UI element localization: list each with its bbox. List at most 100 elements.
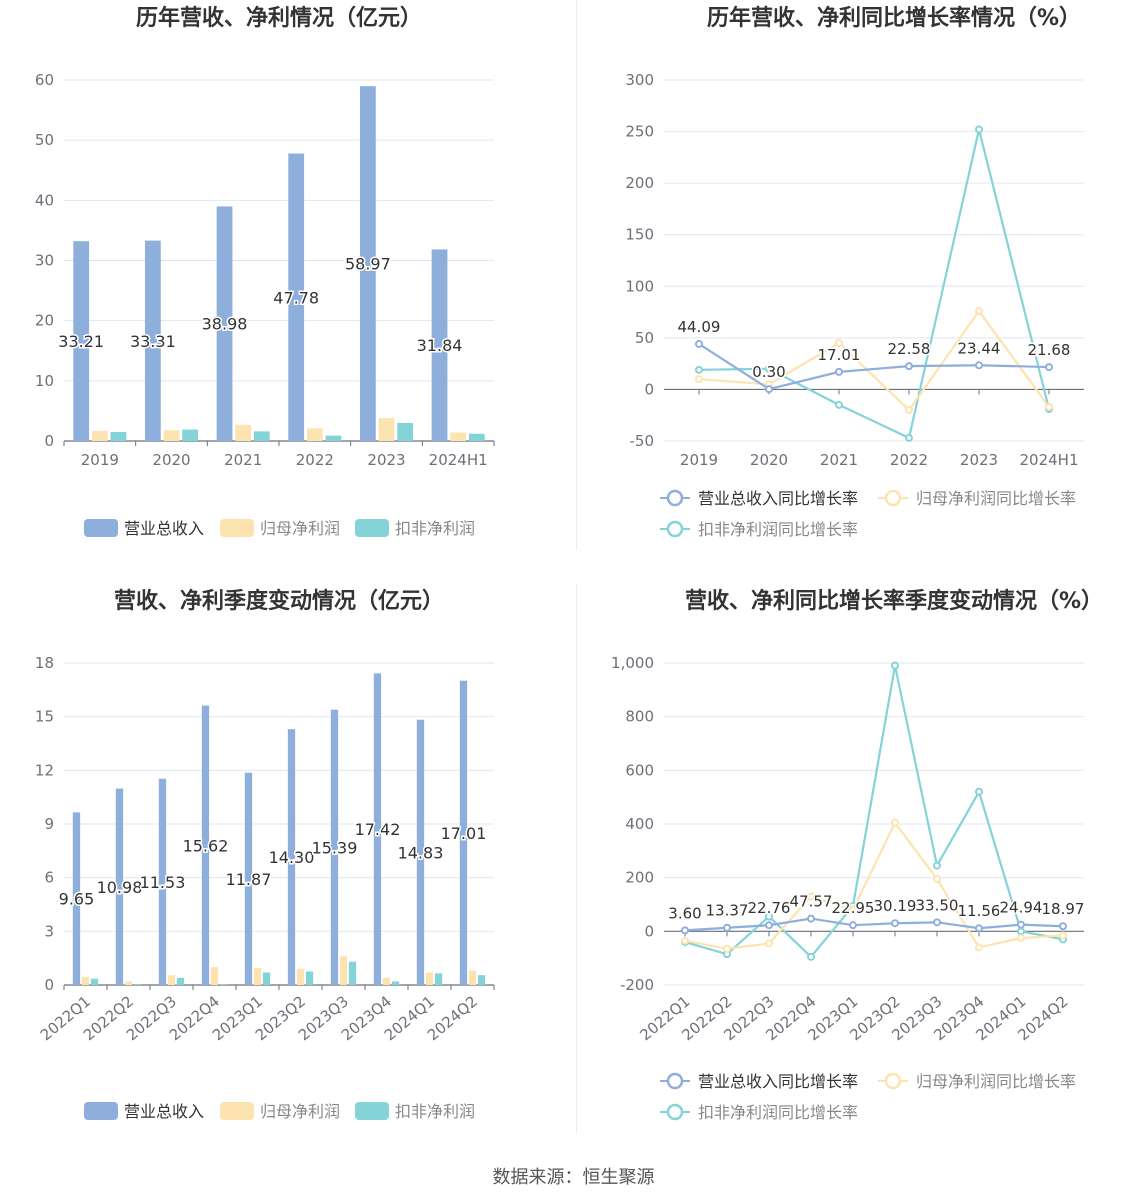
line-point [695, 375, 703, 384]
y-tick-label: 50 [635, 329, 654, 347]
line-point [835, 400, 843, 409]
line-point [905, 362, 913, 371]
bar-deducted-profit [305, 971, 314, 985]
line-point [807, 952, 815, 961]
bar-net-profit [210, 967, 219, 985]
line-net-profit-growth [698, 309, 1050, 412]
bar-deducted-profit [477, 975, 486, 985]
quarterly-revenue-profit-panel: 营收、净利季度变动情况（亿元） 0 3 6 9 12 15 18 2022Q1 2022Q2 202… [0, 583, 573, 1163]
legend-label: 归母净利润 [260, 519, 340, 538]
bar-revenue [373, 673, 382, 985]
bar-net-profit [167, 975, 176, 985]
bar-net-profit [339, 956, 348, 985]
line-point [849, 921, 857, 930]
bar-revenue [416, 719, 425, 985]
bar-deducted-profit [325, 435, 342, 441]
line-point [1059, 922, 1067, 931]
bar-data-label: 14.83 [398, 843, 444, 862]
y-tick-label: 30 [35, 252, 54, 270]
bar-net-profit [235, 424, 252, 441]
line-point [835, 367, 843, 376]
legend-label: 营业总收入同比增长率 [698, 1072, 858, 1091]
y-tick-label: 3 [44, 922, 54, 940]
line-point [933, 918, 941, 927]
legend-swatch [220, 519, 254, 537]
y-tick-label: 18 [35, 654, 54, 672]
x-tick-label: 2019 [680, 451, 718, 469]
legend-label: 营业总收入 [124, 519, 204, 538]
y-tick-label: 800 [625, 708, 654, 726]
line-revenue-growth [684, 917, 1064, 932]
legend-label: 归母净利润同比增长率 [916, 1072, 1076, 1091]
bar-data-label: 15.39 [312, 838, 358, 857]
bar-deducted-profit [397, 422, 414, 441]
y-tick-label: 0 [44, 432, 54, 450]
bar-net-profit [378, 418, 395, 441]
bar-deducted-profit [468, 433, 485, 441]
line-point [765, 364, 773, 373]
bar-net-profit [253, 968, 262, 985]
y-tick-label: -200 [620, 976, 654, 994]
bar-data-label: 11.87 [226, 870, 272, 889]
legend-marker [666, 1103, 684, 1121]
bar-net-profit [306, 428, 323, 441]
y-tick-label: 60 [35, 71, 54, 89]
line-data-label: 17.01 [818, 346, 861, 364]
y-tick-label: 0 [644, 922, 654, 940]
y-tick-label: 0 [644, 380, 654, 398]
line-point [765, 939, 773, 948]
legend-label: 营业总收入同比增长率 [698, 489, 858, 508]
legend-swatch [220, 1102, 254, 1120]
line-deducted-profit-growth [684, 665, 1064, 959]
bar-deducted-profit [110, 431, 127, 441]
line-point [933, 861, 941, 870]
bar-data-label: 33.21 [58, 332, 104, 351]
bar-deducted-profit [262, 972, 271, 985]
bar-deducted-profit [391, 981, 400, 985]
x-tick-label: 2024H1 [1020, 451, 1079, 469]
annual-revenue-profit-chart: 历年营收、净利情况（亿元） 0 10 20 30 40 50 60 2019 2020 2021 20… [35, 5, 495, 538]
bar-deducted-profit [348, 961, 357, 985]
line-point [975, 943, 983, 952]
x-tick-label: 2020 [152, 451, 190, 469]
data-source-label: 数据来源：恒生聚源 [492, 1167, 655, 1188]
x-tick-label: 2023 [367, 451, 405, 469]
y-tick-label: 40 [35, 191, 54, 209]
bar-revenue [144, 240, 161, 441]
y-tick-label: 9 [44, 815, 54, 833]
y-tick-label: 200 [625, 174, 654, 192]
line-point [807, 914, 815, 923]
x-tick-label: 2021 [820, 451, 858, 469]
bar-deducted-profit [182, 429, 199, 441]
bar-data-label: 38.98 [202, 315, 248, 334]
line-data-label: 0.30 [752, 363, 785, 381]
quarterly-revenue-profit-chart: 营收、净利季度变动情况（亿元）03691215182022Q12022Q2202… [35, 588, 495, 1121]
line-data-label: 22.76 [748, 899, 791, 917]
bar-net-profit [425, 972, 434, 985]
bar-net-profit [124, 981, 133, 985]
line-point [695, 365, 703, 374]
line-point [681, 926, 689, 935]
bar-revenue [244, 772, 253, 985]
line-point [1017, 920, 1025, 929]
line-point [975, 924, 983, 933]
y-tick-label: 200 [625, 869, 654, 887]
line-deducted-profit-growth [698, 129, 1051, 440]
bar-revenue [158, 778, 167, 985]
bar-deducted-profit [434, 973, 443, 985]
bar-data-label: 17.01 [441, 824, 487, 843]
bar-revenue [216, 206, 233, 441]
y-tick-label: 600 [625, 761, 654, 779]
vertical-divider-bottom [576, 583, 577, 1133]
annual-revenue-profit-panel: 历年营收、净利情况（亿元） 0 10 20 30 40 50 60 2019 2020 2021 20… [0, 0, 573, 580]
line-point [933, 875, 941, 884]
bar-net-profit [91, 430, 108, 441]
bar-deducted-profit [176, 977, 185, 985]
line-point [723, 944, 731, 953]
bar-revenue [115, 788, 124, 985]
line-point [765, 385, 773, 394]
x-tick-label: 2024H1 [429, 451, 488, 469]
bar-net-profit [450, 432, 467, 441]
bar-net-profit [468, 970, 477, 985]
legend-marker [666, 520, 684, 538]
